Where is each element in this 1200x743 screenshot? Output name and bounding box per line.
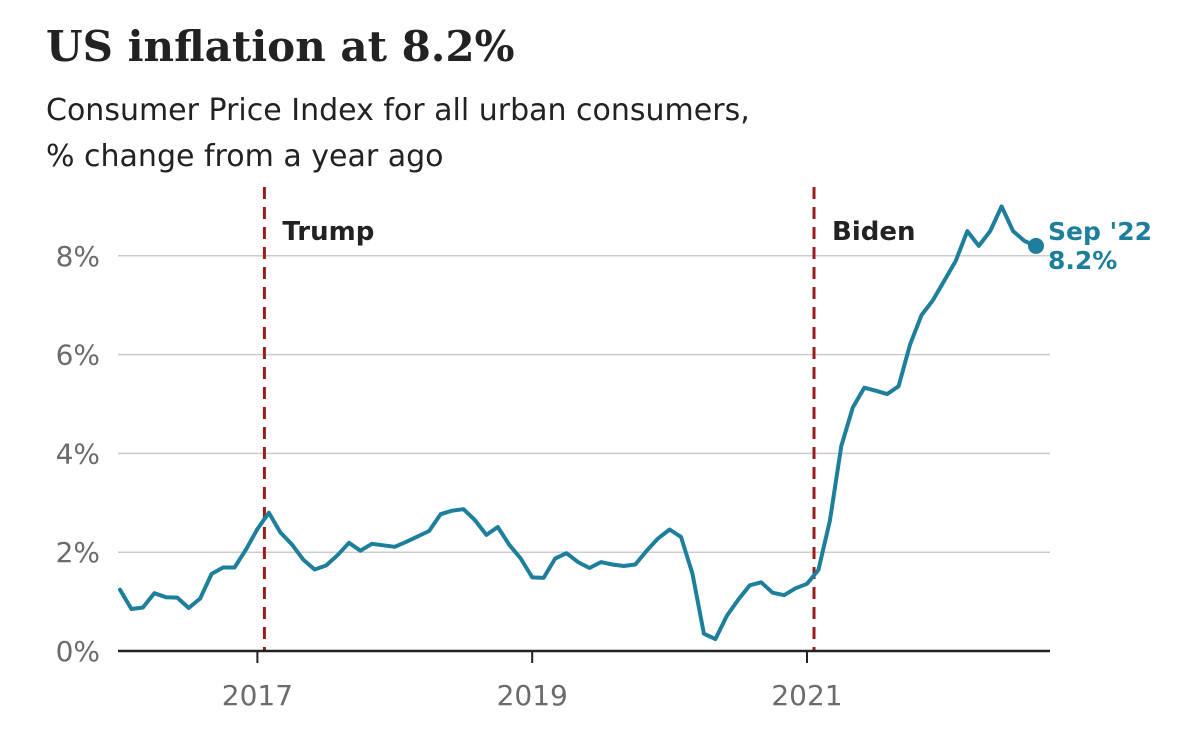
end-label-date: Sep '22 <box>1048 217 1152 246</box>
end-label-group: Sep '228.2% <box>1028 217 1152 275</box>
subtitle-line-2: % change from a year ago <box>46 139 444 174</box>
end-point-marker <box>1028 237 1044 254</box>
term-annotations: Trump Biden <box>262 187 916 651</box>
term-label: Biden <box>832 217 915 247</box>
y-axis-labels: 0% 2% 4% 6% 8% <box>56 240 100 668</box>
chart-title: US inflation at 8.2% <box>46 22 515 71</box>
cpi-series-line <box>118 204 1038 642</box>
x-tick-label: 2017 <box>222 679 293 712</box>
x-tick-label: 2021 <box>771 679 842 712</box>
y-tick-label: 6% <box>56 339 100 372</box>
series-layer <box>118 204 1038 642</box>
y-tick-label: 0% <box>56 635 100 668</box>
term-label: Trump <box>282 217 374 247</box>
chart-subtitle: Consumer Price Index for all urban consu… <box>46 88 946 180</box>
y-tick-label: 4% <box>56 437 100 470</box>
x-axis: 2017 2019 2021 <box>118 649 1050 712</box>
subtitle-line-1: Consumer Price Index for all urban consu… <box>46 93 750 128</box>
y-tick-label: 8% <box>56 240 100 273</box>
end-label-value: 8.2% <box>1048 246 1117 275</box>
gridlines <box>118 255 1050 553</box>
x-tick-label: 2019 <box>497 679 568 712</box>
y-tick-label: 2% <box>56 536 100 569</box>
